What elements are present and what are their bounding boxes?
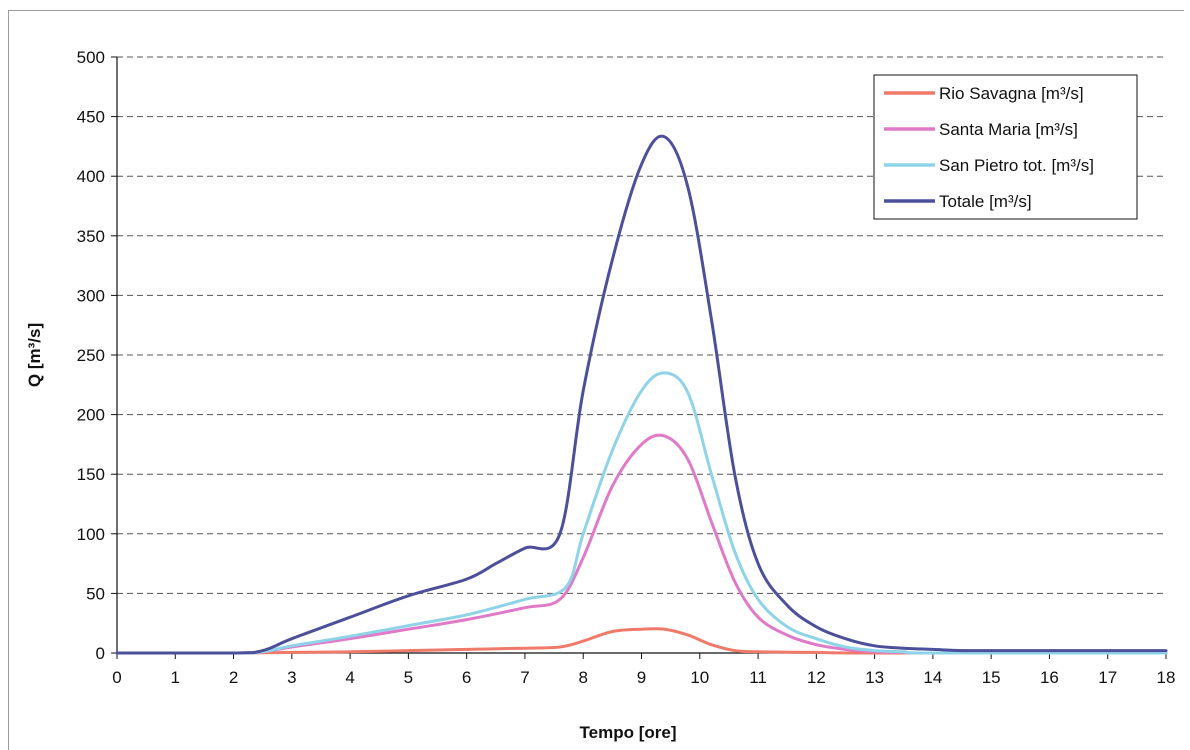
y-tick-label: 350 [77,227,105,246]
x-tick-label: 16 [1040,668,1059,687]
x-tick-label: 9 [637,668,646,687]
legend-label-san-pietro: San Pietro tot. [m³/s] [939,156,1094,175]
series-line-rio-savagna [115,627,1168,655]
series-line-san-pietro-tot [115,371,1168,655]
y-tick-label: 100 [77,525,105,544]
x-tick-label: 11 [749,668,767,687]
legend-label-rio-savagna: Rio Savagna [m³/s] [939,84,1084,103]
x-tick-label: 2 [229,668,238,687]
y-tick-label: 500 [77,48,105,67]
y-tick-label: 300 [77,286,105,305]
legend-box [873,74,1138,220]
x-tick-label: 15 [982,668,1001,687]
x-tick-label: 1 [171,668,180,687]
y-tick-label: 200 [77,406,105,425]
x-tick-label: 17 [1098,668,1117,687]
y-axis-title: Q [m³/s] [25,323,44,387]
x-tick-label: 6 [462,668,471,687]
x-tick-label: 5 [404,668,413,687]
series-lines [115,134,1168,655]
legend: Rio Savagna [m³/s] Santa Maria [m³/s] Sa… [873,74,1138,220]
legend-label-santa-maria: Santa Maria [m³/s] [939,120,1078,139]
x-tick-label: 18 [1157,668,1176,687]
y-tick-label: 400 [77,167,105,186]
x-tick-label: 12 [807,668,826,687]
x-tick-labels: 0 1 2 3 4 5 6 7 8 9 10 11 12 13 14 15 16 17 18 [112,668,1175,687]
x-tick-label: 10 [690,668,709,687]
series-line-santa-maria [115,433,1168,655]
x-tick-label: 7 [520,668,529,687]
x-tick-label: 4 [345,668,354,687]
series-line-totale [115,134,1168,655]
x-tick-label: 3 [287,668,296,687]
y-tick-label: 250 [77,346,105,365]
x-tick-label: 0 [112,668,121,687]
legend-label-totale: Totale [m³/s] [939,192,1032,211]
chart-frame [8,10,1184,750]
y-tick-label: 0 [96,644,105,663]
x-tick-label: 8 [578,668,587,687]
y-tick-label: 450 [77,108,105,127]
x-tick-label: 14 [923,668,942,687]
y-tick-label: 50 [86,584,105,603]
x-tick-label: 13 [865,668,884,687]
x-axis-title: Tempo [ore] [580,723,677,742]
y-tick-label: 150 [77,465,105,484]
y-tick-labels: 0 50 100 150 200 250 300 350 400 450 500 [77,48,105,663]
